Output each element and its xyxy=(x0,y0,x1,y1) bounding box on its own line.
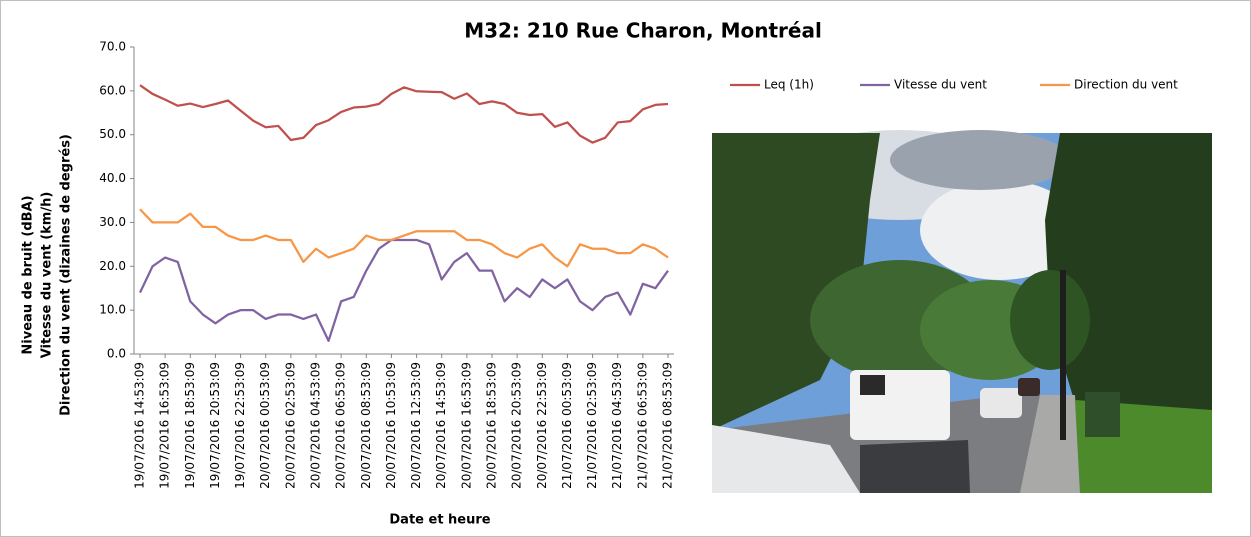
x-tick-label: 20/07/2016 22:53:09 xyxy=(535,362,549,489)
x-tick-label: 20/07/2016 00:53:09 xyxy=(258,362,272,489)
x-axis-label: Date et heure xyxy=(389,513,490,528)
y-tick-label: 30.0 xyxy=(99,215,126,229)
x-tick-label: 20/07/2016 10:53:09 xyxy=(384,362,398,489)
legend-label: Vitesse du vent xyxy=(894,78,987,92)
x-tick-label: 19/07/2016 22:53:09 xyxy=(233,362,247,489)
y-axis-label: Niveau de bruit (dBA) xyxy=(21,195,36,354)
x-tick-label: 20/07/2016 16:53:09 xyxy=(459,362,473,489)
y-tick-label: 0.0 xyxy=(107,347,126,361)
x-tick-label: 21/07/2016 06:53:09 xyxy=(635,362,649,489)
legend-label: Leq (1h) xyxy=(764,78,814,92)
x-tick-label: 19/07/2016 18:53:09 xyxy=(183,362,197,489)
legend-label: Direction du vent xyxy=(1074,78,1178,92)
x-tick-label: 20/07/2016 20:53:09 xyxy=(510,362,524,489)
x-tick-label: 21/07/2016 00:53:09 xyxy=(560,362,574,489)
y-tick-label: 10.0 xyxy=(99,303,126,317)
chart: M32: 210 Rue Charon, Montréal Date et he… xyxy=(0,0,1251,537)
x-tick-label: 20/07/2016 12:53:09 xyxy=(409,362,423,489)
x-tick-label: 20/07/2016 14:53:09 xyxy=(434,362,448,489)
x-tick-label: 21/07/2016 08:53:09 xyxy=(661,362,675,489)
chart-title: M32: 210 Rue Charon, Montréal xyxy=(464,19,822,43)
x-tick-label: 21/07/2016 04:53:09 xyxy=(610,362,624,489)
photo xyxy=(712,130,1212,493)
x-tick-label: 19/07/2016 14:53:09 xyxy=(133,362,147,489)
y-tick-label: 60.0 xyxy=(99,83,126,97)
x-tick-label: 20/07/2016 18:53:09 xyxy=(485,362,499,489)
y-tick-label: 40.0 xyxy=(99,171,126,185)
x-tick-label: 20/07/2016 06:53:09 xyxy=(334,362,348,489)
x-tick-label: 20/07/2016 02:53:09 xyxy=(283,362,297,489)
x-tick-label: 21/07/2016 02:53:09 xyxy=(585,362,599,489)
x-tick-label: 19/07/2016 20:53:09 xyxy=(208,362,222,489)
y-axis-label: Direction du vent (dizaines de degrés) xyxy=(59,134,74,416)
x-tick-label: 20/07/2016 08:53:09 xyxy=(359,362,373,489)
y-tick-label: 70.0 xyxy=(99,40,126,54)
x-tick-label: 19/07/2016 16:53:09 xyxy=(158,362,172,489)
x-tick-label: 20/07/2016 04:53:09 xyxy=(309,362,323,489)
y-axis-label: Vitesse du vent (km/h) xyxy=(40,192,55,359)
y-tick-label: 20.0 xyxy=(99,259,126,273)
y-tick-label: 50.0 xyxy=(99,127,126,141)
